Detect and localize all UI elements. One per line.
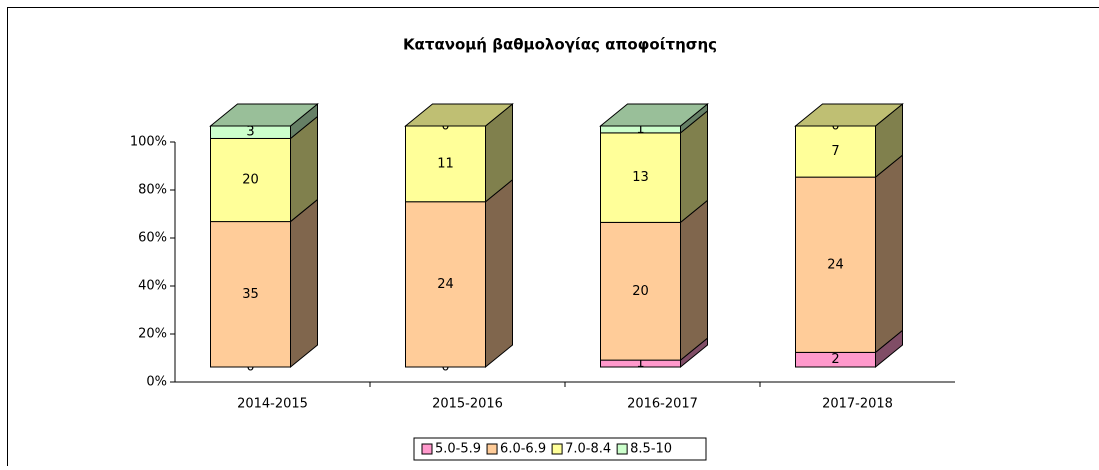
legend-swatch — [617, 444, 627, 454]
x-tick-label: 2014-2015 — [237, 397, 308, 412]
legend-label: 6.0-6.9 — [500, 442, 546, 457]
y-tick-label: 60% — [138, 231, 167, 246]
y-tick-label: 40% — [138, 279, 167, 294]
bar-side — [486, 180, 513, 367]
data-label: 24 — [827, 257, 844, 272]
y-tick-label: 80% — [138, 183, 167, 198]
data-label: 35 — [242, 287, 259, 302]
bar-side — [681, 200, 708, 360]
bar-segment — [601, 200, 708, 360]
bar-segment — [406, 180, 513, 367]
y-tick-label: 20% — [138, 327, 167, 342]
data-label: 3 — [246, 125, 254, 140]
data-label: 20 — [632, 284, 649, 299]
legend-label: 8.5-10 — [630, 442, 672, 457]
legend-swatch — [422, 444, 432, 454]
data-label: 13 — [632, 170, 649, 185]
bar-side — [291, 200, 318, 367]
chart-frame — [8, 8, 1099, 467]
x-tick-label: 2017-2018 — [822, 397, 893, 412]
data-label: 24 — [437, 277, 454, 292]
data-label: 2 — [831, 352, 839, 367]
data-label: 7 — [831, 144, 839, 159]
chart-title: Κατανομή βαθμολογίας αποφοίτησης — [403, 36, 717, 54]
bar-segment — [796, 155, 903, 352]
data-label: 11 — [437, 156, 454, 171]
legend-swatch — [487, 444, 497, 454]
legend-swatch — [552, 444, 562, 454]
bar-side — [876, 155, 903, 352]
y-tick-label: 100% — [130, 135, 167, 150]
x-tick-label: 2016-2017 — [627, 397, 698, 412]
y-tick-label: 0% — [146, 375, 167, 390]
x-tick-label: 2015-2016 — [432, 397, 503, 412]
bar-segment — [211, 200, 318, 367]
legend-label: 5.0-5.9 — [435, 442, 481, 457]
legend-label: 7.0-8.4 — [565, 442, 611, 457]
data-label: 20 — [242, 173, 259, 188]
